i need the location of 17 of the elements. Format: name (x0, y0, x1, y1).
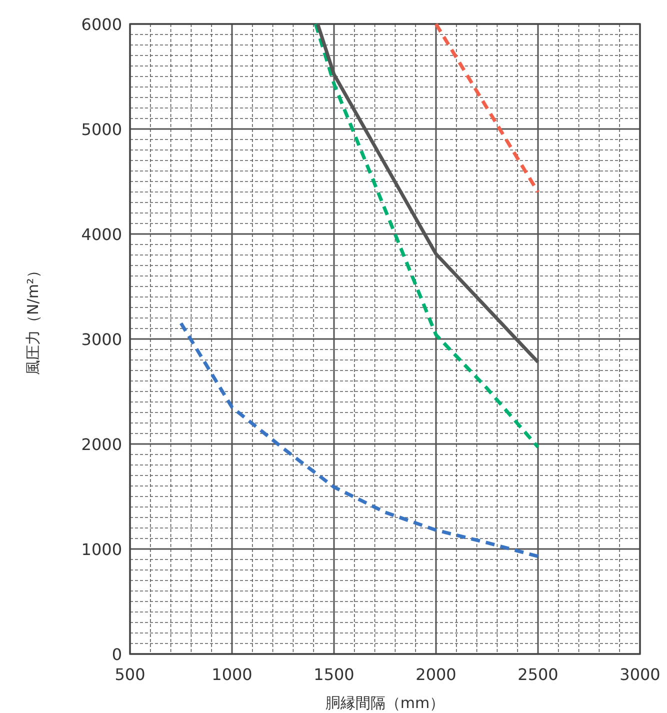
y-tick-label: 0 (112, 645, 122, 664)
line-series (179, 322, 540, 558)
x-tick-label: 2000 (416, 665, 456, 684)
y-tick-label: 2000 (81, 435, 122, 454)
x-tick-label: 1000 (212, 665, 252, 684)
y-tick-label: 5000 (81, 120, 122, 139)
x-axis-title: 胴縁間隔（mm） (325, 694, 445, 712)
line-series (314, 22, 540, 449)
y-tick-label: 4000 (81, 225, 122, 244)
y-axis-title: 風圧力（N/m²） (24, 263, 42, 375)
x-tick-label: 2500 (518, 665, 558, 684)
x-tick-label: 500 (114, 665, 146, 684)
x-tick-label: 1500 (314, 665, 354, 684)
y-tick-label: 3000 (81, 330, 122, 349)
x-tick-label: 3000 (620, 665, 660, 684)
y-tick-label: 6000 (81, 15, 122, 34)
y-tick-label: 1000 (81, 540, 122, 559)
